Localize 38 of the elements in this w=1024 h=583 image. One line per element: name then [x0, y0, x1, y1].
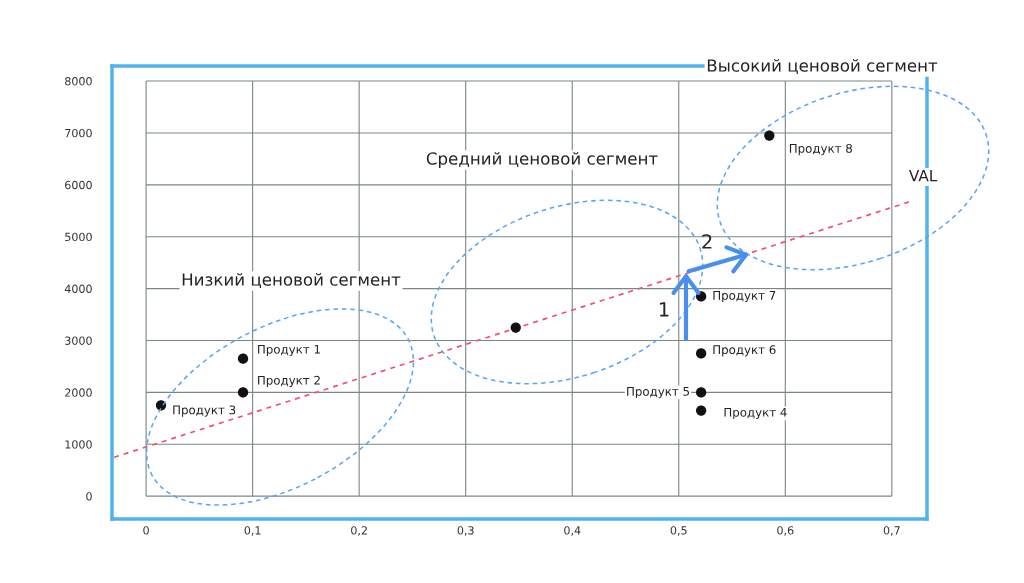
data-label: Продукт 8	[789, 143, 852, 156]
y-tick-label: 1000	[65, 440, 92, 449]
data-label: Продукт 3	[173, 405, 236, 417]
data-label: Продукт 7	[713, 291, 776, 303]
data-label: Продукт 4	[724, 407, 787, 420]
point	[237, 387, 249, 398]
point	[764, 130, 775, 141]
series-label: VAL	[909, 170, 938, 182]
point	[695, 387, 707, 398]
x-tick-label: 0,6	[777, 526, 794, 536]
x-tick-label: 0,7	[883, 526, 900, 536]
y-tick-label: 8000	[65, 77, 92, 86]
point	[237, 353, 249, 364]
data-label: Продукт 5	[627, 387, 689, 399]
annotation: 1	[659, 302, 669, 317]
y-tick-label: 7000	[65, 128, 92, 138]
x-tick-label: 0,2	[351, 526, 367, 536]
y-tick-label: 2000	[65, 388, 92, 397]
x-tick-label: 0,5	[670, 526, 687, 536]
x-tick-label: 0,4	[564, 526, 581, 536]
point	[510, 322, 521, 333]
y-tick-label: 5000	[65, 232, 92, 242]
data-label: Продукт 2	[258, 375, 320, 387]
point	[695, 405, 707, 416]
y-tick-label: 0	[86, 492, 92, 501]
x-tick-label: 0,3	[457, 526, 474, 536]
point	[695, 348, 707, 359]
x-tick-label: 0	[143, 526, 149, 535]
data-label: Продукт 1	[258, 344, 320, 357]
y-tick-label: 3000	[65, 336, 92, 345]
annotation: Средний ценовой сегмент	[426, 152, 658, 169]
annotation: Высокий ценовой сегмент	[707, 59, 938, 74]
annotation: 2	[702, 234, 712, 249]
y-tick-label: 6000	[65, 180, 92, 190]
x-tick-label: 0,1	[244, 526, 261, 536]
annotation: Низкий ценовой сегмент	[182, 273, 401, 288]
y-tick-label: 4000	[64, 284, 92, 293]
data-label: Продукт 6	[713, 345, 776, 357]
